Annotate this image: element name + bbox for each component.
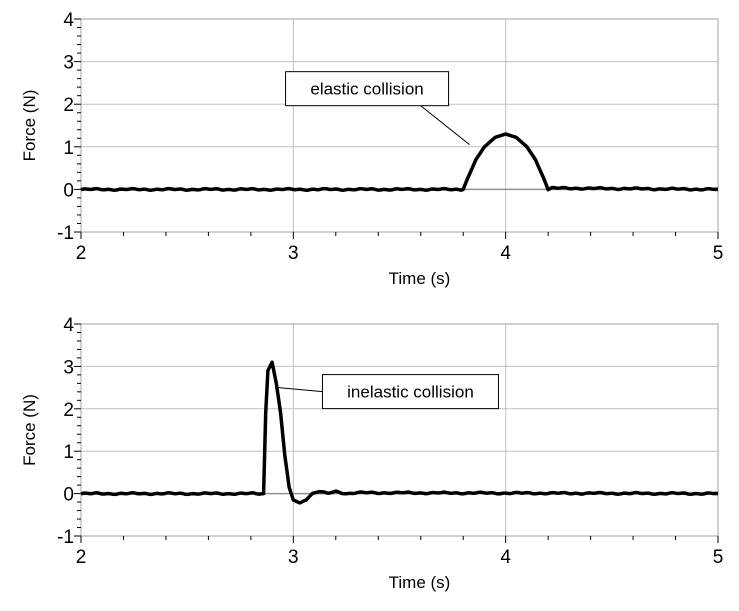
plot-frame	[80, 18, 719, 233]
y-tick-label: 2	[63, 95, 74, 116]
y-axis-label: Force (N)	[20, 394, 39, 466]
x-axis-label: Time (s)	[389, 269, 451, 288]
series-line	[80, 132, 719, 192]
x-tick-label: 2	[76, 547, 87, 568]
y-tick-label: 4	[63, 10, 74, 31]
x-tick-label: 5	[713, 243, 724, 264]
y-tick-label: 2	[63, 400, 74, 421]
y-axis-label: Force (N)	[20, 90, 39, 162]
series-line	[80, 360, 719, 505]
x-tick-label: 4	[500, 243, 511, 264]
x-tick-label: 5	[713, 547, 724, 568]
annotation-leader	[420, 105, 470, 146]
y-tick-label: 0	[63, 180, 74, 201]
plot-frame	[80, 323, 719, 537]
y-tick-label: -1	[57, 223, 74, 244]
annotation-box	[285, 71, 450, 107]
y-tick-label: 0	[63, 485, 74, 506]
annotation-box	[321, 374, 499, 410]
y-tick-label: -1	[57, 527, 74, 548]
x-tick-label: 3	[288, 243, 299, 264]
annotation-leader	[278, 387, 323, 393]
x-tick-label: 2	[76, 243, 87, 264]
x-tick-label: 4	[500, 547, 511, 568]
y-tick-label: 3	[63, 357, 74, 378]
annotation-label: inelastic collision	[347, 383, 474, 402]
x-tick-label: 3	[288, 547, 299, 568]
plot-elastic: 2 3 4 5 -1 0 1 2 3 4 Time (s) Force (N) elastic coll…	[20, 10, 723, 288]
x-axis-label: Time (s)	[389, 573, 451, 592]
y-tick-label: 4	[63, 315, 74, 336]
y-tick-label: 1	[63, 442, 74, 463]
plot-inelastic: 2 3 4 5 -1 0 1 2 3 4 Time (s) Force (N) inelastic co…	[20, 315, 723, 592]
y-tick-label: 3	[63, 53, 74, 74]
annotation-label: elastic collision	[310, 80, 423, 99]
y-tick-label: 1	[63, 138, 74, 159]
